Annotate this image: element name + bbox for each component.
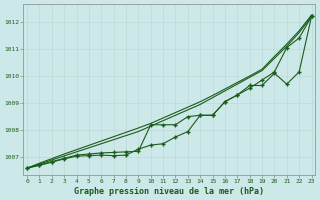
X-axis label: Graphe pression niveau de la mer (hPa): Graphe pression niveau de la mer (hPa) bbox=[74, 187, 264, 196]
